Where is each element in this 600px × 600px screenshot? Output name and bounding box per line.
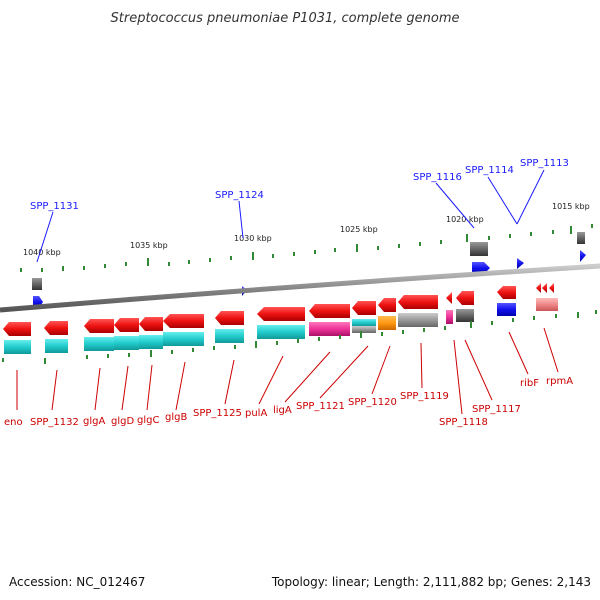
- map-title: Streptococcus pneumoniae P1031, complete…: [111, 11, 460, 26]
- gene-arrow-glga[interactable]: [84, 319, 114, 333]
- gene-arrow-ribf[interactable]: [497, 286, 516, 299]
- scale-label: 1040 kbp: [23, 248, 61, 257]
- scale-ticks: [20, 224, 593, 272]
- lower-label[interactable]: eno: [4, 417, 23, 428]
- cog-bar[interactable]: [398, 313, 438, 327]
- cog-bar[interactable]: [446, 310, 453, 324]
- upper-label[interactable]: SPP_1131: [30, 201, 79, 212]
- cog-bar[interactable]: [163, 332, 204, 346]
- upper-label[interactable]: SPP_1124: [215, 190, 264, 201]
- cog-bar[interactable]: [139, 335, 163, 349]
- lower-label[interactable]: glgD: [111, 416, 134, 427]
- scale-labels: 1040 kbp 1035 kbp 1030 kbp 1025 kbp 1020…: [23, 202, 590, 257]
- gene-arrow-pula[interactable]: [257, 307, 305, 321]
- upper-label[interactable]: SPP_1116: [413, 172, 462, 183]
- lower-label[interactable]: ligA: [273, 405, 292, 416]
- gene-arrow-spp-1117[interactable]: [456, 291, 474, 305]
- gene-block-upper[interactable]: [470, 242, 488, 256]
- cog-bar[interactable]: [215, 329, 244, 343]
- lower-label[interactable]: SPP_1120: [348, 397, 397, 408]
- lower-label[interactable]: SPP_1121: [296, 401, 345, 412]
- cog-bar[interactable]: [378, 316, 396, 330]
- rna-marker[interactable]: [517, 258, 524, 269]
- lower-leaders: [16, 327, 559, 415]
- lower-label[interactable]: SPP_1117: [472, 404, 521, 415]
- gene-arrow-spp-1118[interactable]: [446, 292, 452, 304]
- upper-labels: SPP_1131 SPP_1124 SPP_1116 SPP_1114 SPP_…: [30, 158, 569, 212]
- rna-marker[interactable]: [580, 250, 586, 262]
- gene-arrow-spp-1125[interactable]: [215, 311, 244, 325]
- upper-leaders: [36, 169, 545, 263]
- scale-label: 1015 kbp: [552, 202, 590, 211]
- gene-arrow-glgc[interactable]: [139, 317, 163, 331]
- lower-label[interactable]: glgC: [137, 415, 159, 426]
- cog-bar[interactable]: [4, 340, 31, 354]
- cog-bars: [4, 298, 558, 354]
- cog-bar[interactable]: [536, 298, 558, 311]
- scale-label: 1025 kbp: [340, 225, 378, 234]
- genome-backbone: [0, 263, 600, 313]
- scale-label: 1020 kbp: [446, 215, 484, 224]
- lower-label[interactable]: pulA: [245, 408, 267, 419]
- scale-label: 1030 kbp: [234, 234, 272, 243]
- gene-arrow-glgd[interactable]: [114, 318, 139, 332]
- gene-arrow-eno[interactable]: [3, 322, 31, 336]
- cog-bar[interactable]: [497, 303, 516, 316]
- gene-arrow-spp-1120[interactable]: [378, 298, 396, 312]
- lower-label[interactable]: ribF: [520, 378, 539, 389]
- lower-label[interactable]: glgB: [165, 412, 187, 423]
- upper-label[interactable]: SPP_1113: [520, 158, 569, 169]
- cog-bar[interactable]: [352, 326, 376, 333]
- lower-label[interactable]: SPP_1125: [193, 408, 242, 419]
- upper-label[interactable]: SPP_1114: [465, 165, 514, 176]
- lower-label[interactable]: SPP_1132: [30, 417, 79, 428]
- gene-arrows: [3, 283, 554, 336]
- scale-label: 1035 kbp: [130, 241, 168, 250]
- lower-label[interactable]: SPP_1118: [439, 417, 488, 428]
- cog-bar[interactable]: [257, 325, 305, 339]
- topology-text: Topology: linear; Length: 2,111,882 bp; …: [271, 575, 591, 589]
- cog-bar[interactable]: [45, 339, 68, 353]
- gene-arrow-rpma[interactable]: [536, 283, 541, 293]
- gene-arrow-spp-1132[interactable]: [44, 321, 68, 335]
- lower-labels: eno SPP_1132 glgA glgD glgC glgB SPP_112…: [4, 376, 573, 428]
- cog-bar[interactable]: [456, 309, 474, 322]
- accession-text: Accession: NC_012467: [9, 575, 145, 589]
- cog-bar[interactable]: [84, 337, 114, 351]
- lower-ticks: [2, 310, 597, 364]
- gene-arrow-spp-1121[interactable]: [352, 301, 376, 315]
- cog-bar[interactable]: [309, 322, 350, 336]
- gene-arrow-rpma[interactable]: [542, 283, 547, 293]
- lower-label[interactable]: SPP_1119: [400, 391, 449, 402]
- gene-arrow-liga[interactable]: [309, 304, 350, 318]
- gene-block-upper[interactable]: [577, 232, 585, 244]
- gene-block-upper[interactable]: [32, 278, 42, 290]
- cog-bar[interactable]: [352, 319, 376, 326]
- lower-label[interactable]: glgA: [83, 416, 105, 427]
- cog-bar[interactable]: [114, 336, 139, 350]
- lower-label[interactable]: rpmA: [546, 376, 573, 387]
- gene-arrow-spp-1119[interactable]: [398, 295, 438, 309]
- gene-arrow-rpma[interactable]: [549, 283, 554, 293]
- gene-arrow-glgb[interactable]: [163, 314, 204, 328]
